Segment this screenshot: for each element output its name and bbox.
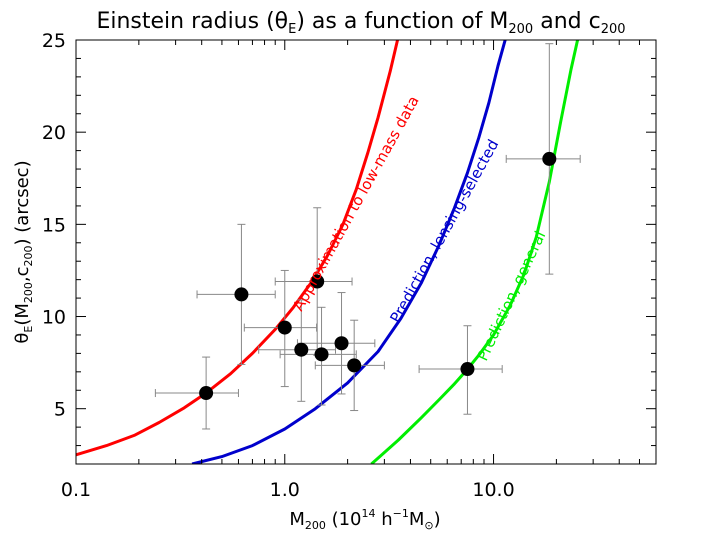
ylabel-part: ,c	[12, 266, 33, 282]
data-point-9	[542, 151, 557, 166]
xlabel-part: −1	[393, 507, 409, 520]
curve-label-1: Prediction, lensing-selected	[386, 136, 502, 326]
series-line-0	[76, 40, 400, 457]
y-tick-label: 25	[42, 30, 66, 52]
y-tick-label: 20	[42, 122, 66, 144]
title-part: E	[288, 22, 296, 37]
data-point-8	[460, 362, 475, 377]
data-point-0	[199, 386, 214, 401]
series-line-2	[370, 40, 580, 464]
data-point-6	[334, 336, 349, 351]
plot-frame	[75, 39, 657, 465]
title-part: ) as a function of M	[296, 9, 508, 34]
x-axis-label: M200 (1014 h−1M⊙)	[289, 507, 440, 532]
ylabel-part: θ	[12, 333, 33, 344]
xlabel-part: (10	[326, 509, 362, 530]
title-part: θ	[275, 9, 288, 34]
data-point-7	[347, 358, 362, 373]
xlabel-part: h	[376, 509, 393, 530]
data-point-5	[314, 347, 329, 362]
errorbar-layer	[154, 43, 581, 430]
x-tick-label: 10.0	[472, 479, 514, 501]
xlabel-part: )	[434, 509, 441, 530]
curve-label-2: Prediction, general	[473, 228, 549, 363]
y-tick-label: 15	[42, 214, 66, 236]
series-line-1	[191, 40, 507, 464]
xlabel-part: M	[289, 509, 305, 530]
data-point-2	[277, 320, 292, 335]
x-tick-label: 1.0	[270, 479, 300, 501]
y-tick-label: 10	[42, 307, 66, 329]
ylabel-part: ) (arcsec)	[12, 160, 33, 245]
data-point-4	[310, 274, 325, 289]
ylabel-part: 200	[22, 245, 35, 266]
xlabel-part: M	[409, 509, 425, 530]
title-part: 200	[508, 22, 533, 37]
chart-title: Einstein radius (θE) as a function of M2…	[96, 9, 625, 37]
data-point-1	[234, 287, 249, 302]
title-part: and c	[533, 9, 600, 34]
ylabel-part: (M	[12, 303, 33, 326]
ylabel-part: 200	[22, 282, 35, 303]
tick-layer: 0.1 1.0 10.0 5 10 15 20 25	[42, 30, 656, 501]
xlabel-part: 14	[362, 507, 376, 520]
ylabel-part: E	[22, 326, 35, 333]
xlabel-part: ⊙	[424, 519, 433, 532]
y-tick-label: 5	[54, 399, 66, 421]
title-part: 200	[601, 22, 626, 37]
annotation-layer: Approximation to low-mass dataPrediction…	[289, 93, 549, 364]
data-point-3	[294, 342, 309, 357]
point-layer	[199, 151, 557, 401]
xlabel-part: 200	[305, 519, 326, 532]
curve-label-0: Approximation to low-mass data	[289, 93, 423, 314]
x-tick-label: 0.1	[61, 479, 91, 501]
y-axis-label: θE(M200,c200) (arcsec)	[12, 160, 35, 343]
title-part: Einstein radius (	[96, 9, 274, 34]
